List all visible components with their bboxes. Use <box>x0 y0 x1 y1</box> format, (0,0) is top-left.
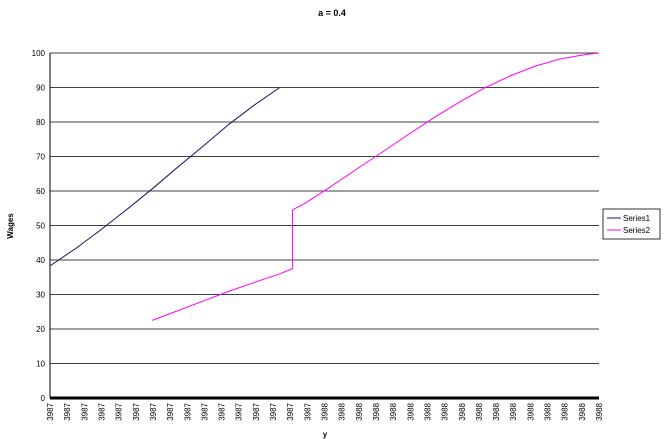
x-tick-label: 3987 <box>80 402 89 420</box>
x-tick-label: 3987 <box>269 402 278 420</box>
axes: 0 10 20 30 40 50 60 70 80 90 100 3987 3987 3987 3987 39… <box>32 49 604 421</box>
x-tick-label: 3987 <box>97 402 106 420</box>
x-tick-label: 3987 <box>218 402 227 420</box>
series-layer <box>49 52 600 321</box>
y-tick-label: 60 <box>36 187 45 196</box>
x-tick-label: 3988 <box>578 402 587 420</box>
x-tick-label: 3987 <box>235 402 244 420</box>
y-tick-label: 30 <box>36 291 45 300</box>
x-tick-label: 3988 <box>423 402 432 420</box>
x-tick-label: 3988 <box>321 402 330 420</box>
y-tick-label: 100 <box>32 49 46 58</box>
gridlines <box>50 52 599 364</box>
x-tick-label: 3988 <box>475 402 484 420</box>
legend-box <box>602 208 661 240</box>
y-tick-label: 20 <box>36 325 45 334</box>
legend: Series1 Series2 <box>602 208 661 240</box>
x-tick-label: 3987 <box>63 402 72 420</box>
y-tick-label: 70 <box>36 153 45 162</box>
x-tick-label: 3988 <box>355 402 364 420</box>
x-tick-label: 3987 <box>149 402 158 420</box>
legend-label-2: Series2 <box>623 226 651 235</box>
y-axis-label: Wages <box>6 213 15 239</box>
x-tick-label: 3987 <box>303 402 312 420</box>
x-tick-label: 3988 <box>458 402 467 420</box>
series-line-2 <box>151 52 600 321</box>
x-tick-label: 3988 <box>526 402 535 420</box>
x-tick-label: 3987 <box>115 402 124 420</box>
y-tick-label: 50 <box>36 222 45 231</box>
y-tick-label: 0 <box>41 394 46 403</box>
y-tick-label: 90 <box>36 84 45 93</box>
x-tick-label: 3988 <box>509 402 518 420</box>
chart-title: a = 0.4 <box>318 8 346 18</box>
x-tick-label: 3987 <box>166 402 175 420</box>
x-tick-label: 3988 <box>492 402 501 420</box>
x-tick-label: 3988 <box>544 402 553 420</box>
x-tick-label: 3987 <box>132 402 141 420</box>
x-tick-label: 3987 <box>286 402 295 420</box>
series-line-1 <box>49 87 281 267</box>
x-tick-label: 3987 <box>46 402 55 420</box>
x-tick-label: 3988 <box>595 402 604 420</box>
x-tick-label: 3987 <box>252 402 261 420</box>
x-tick-label: 3987 <box>183 402 192 420</box>
x-tick-label: 3988 <box>372 402 381 420</box>
x-tick-label: 3988 <box>338 402 347 420</box>
y-tick-label: 80 <box>36 118 45 127</box>
x-tick-label: 3988 <box>561 402 570 420</box>
x-tick-label: 3988 <box>441 402 450 420</box>
x-tick-label: 3988 <box>389 402 398 420</box>
legend-label-1: Series1 <box>623 214 651 223</box>
x-tick-label: 3987 <box>200 402 209 420</box>
y-tick-label: 10 <box>36 360 45 369</box>
x-axis-label: y <box>323 430 328 439</box>
y-tick-label: 40 <box>36 256 45 265</box>
x-tick-label: 3988 <box>406 402 415 420</box>
